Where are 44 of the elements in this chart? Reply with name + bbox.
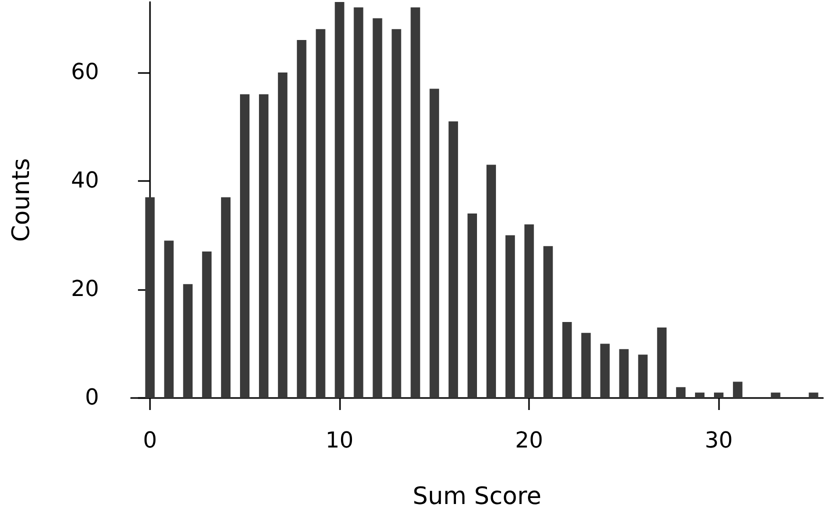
bar bbox=[410, 7, 420, 398]
bar bbox=[619, 349, 629, 398]
bar bbox=[240, 94, 250, 398]
bar bbox=[372, 18, 382, 398]
bar bbox=[296, 40, 306, 398]
y-tick-label: 60 bbox=[71, 60, 99, 86]
bar bbox=[714, 392, 724, 398]
bar bbox=[770, 392, 780, 398]
bar bbox=[221, 197, 231, 398]
bar bbox=[145, 197, 155, 398]
bar bbox=[334, 2, 344, 398]
bar bbox=[543, 246, 553, 398]
x-tick-label: 30 bbox=[704, 428, 733, 454]
bar bbox=[354, 7, 364, 398]
bar bbox=[732, 382, 742, 398]
x-tick-label: 0 bbox=[142, 428, 157, 454]
x-tick-label: 10 bbox=[326, 428, 354, 454]
bar bbox=[316, 29, 326, 398]
bar bbox=[202, 252, 212, 398]
bar bbox=[278, 72, 288, 398]
bar bbox=[638, 354, 648, 398]
y-tick-label: 0 bbox=[85, 386, 99, 410]
x-axis-title: Sum Score bbox=[412, 482, 542, 510]
bar bbox=[676, 387, 686, 398]
bar bbox=[600, 344, 610, 398]
bar bbox=[164, 240, 174, 398]
y-tick-label: 40 bbox=[71, 168, 99, 194]
bar bbox=[524, 224, 534, 398]
bar bbox=[695, 392, 705, 398]
bar bbox=[505, 235, 515, 398]
bar bbox=[808, 392, 818, 398]
bar bbox=[430, 88, 440, 398]
bar bbox=[448, 121, 458, 398]
x-tick-label: 20 bbox=[515, 428, 544, 454]
bar bbox=[657, 327, 667, 398]
bar bbox=[486, 164, 496, 398]
bar bbox=[468, 214, 477, 398]
bar bbox=[581, 332, 591, 398]
bar bbox=[562, 322, 572, 398]
y-tick-label: 20 bbox=[71, 277, 99, 302]
y-axis-title: Counts bbox=[7, 158, 35, 242]
bar bbox=[258, 94, 268, 398]
bar bbox=[392, 29, 402, 398]
bar bbox=[183, 284, 193, 398]
